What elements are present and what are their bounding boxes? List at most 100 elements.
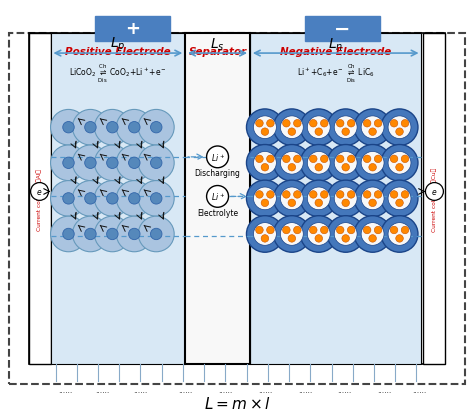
Circle shape <box>401 156 409 163</box>
Circle shape <box>85 193 96 204</box>
Circle shape <box>364 191 371 199</box>
Text: Electrolyte: Electrolyte <box>197 208 238 217</box>
FancyBboxPatch shape <box>305 17 380 42</box>
Text: Negative Electrode: Negative Electrode <box>280 47 392 57</box>
Circle shape <box>281 152 303 175</box>
Circle shape <box>150 193 162 204</box>
Circle shape <box>255 191 263 199</box>
Circle shape <box>381 110 418 146</box>
Circle shape <box>354 110 391 146</box>
FancyBboxPatch shape <box>9 34 465 384</box>
Text: ......: ...... <box>218 385 232 394</box>
Circle shape <box>288 164 296 171</box>
Circle shape <box>254 116 276 139</box>
FancyBboxPatch shape <box>51 34 185 365</box>
Circle shape <box>107 122 118 133</box>
Circle shape <box>315 164 322 171</box>
Circle shape <box>107 229 118 240</box>
Circle shape <box>401 120 409 128</box>
Text: $e$: $e$ <box>431 188 438 197</box>
Circle shape <box>396 128 403 136</box>
Circle shape <box>266 120 274 128</box>
Text: Discharging: Discharging <box>195 169 240 178</box>
Text: ......: ...... <box>58 385 73 394</box>
Circle shape <box>354 145 391 182</box>
Circle shape <box>307 116 330 139</box>
Circle shape <box>388 188 411 210</box>
Circle shape <box>138 110 174 146</box>
Circle shape <box>327 110 364 146</box>
Circle shape <box>73 217 109 252</box>
Circle shape <box>396 199 403 207</box>
Circle shape <box>293 156 301 163</box>
Circle shape <box>374 120 382 128</box>
Circle shape <box>401 191 409 199</box>
Circle shape <box>361 116 384 139</box>
Circle shape <box>116 110 152 146</box>
Circle shape <box>310 191 317 199</box>
Circle shape <box>283 227 290 234</box>
Circle shape <box>301 145 337 182</box>
Circle shape <box>369 235 376 242</box>
Circle shape <box>94 110 130 146</box>
Circle shape <box>116 146 152 181</box>
Circle shape <box>361 223 384 246</box>
Text: +: + <box>125 20 140 38</box>
Circle shape <box>138 181 174 217</box>
Circle shape <box>337 227 344 234</box>
Circle shape <box>390 120 398 128</box>
Circle shape <box>51 146 86 181</box>
Circle shape <box>327 180 364 217</box>
Circle shape <box>301 180 337 217</box>
Circle shape <box>73 110 109 146</box>
Circle shape <box>315 235 322 242</box>
Circle shape <box>63 122 74 133</box>
Circle shape <box>254 223 276 246</box>
Text: $\mathrm{LiCoO_2\ \overset{Ch}{\underset{Dis}{\rightleftharpoons}}\ CoO_2{+}Li^+: $\mathrm{LiCoO_2\ \overset{Ch}{\underset… <box>69 62 167 85</box>
Circle shape <box>347 191 355 199</box>
Circle shape <box>334 188 357 210</box>
Circle shape <box>327 216 364 253</box>
Circle shape <box>51 110 86 146</box>
FancyBboxPatch shape <box>95 17 170 42</box>
Circle shape <box>342 128 349 136</box>
FancyBboxPatch shape <box>28 34 51 365</box>
Circle shape <box>347 156 355 163</box>
Circle shape <box>334 223 357 246</box>
Circle shape <box>315 128 322 136</box>
Circle shape <box>364 227 371 234</box>
Text: ......: ...... <box>95 385 109 394</box>
Circle shape <box>63 158 74 169</box>
Circle shape <box>390 227 398 234</box>
Circle shape <box>128 122 140 133</box>
Circle shape <box>246 110 283 146</box>
Text: −: − <box>334 20 350 39</box>
Circle shape <box>293 191 301 199</box>
Circle shape <box>388 116 411 139</box>
FancyBboxPatch shape <box>423 34 446 365</box>
Text: $Li^+$: $Li^+$ <box>210 191 225 203</box>
FancyBboxPatch shape <box>28 34 446 365</box>
Circle shape <box>396 235 403 242</box>
Text: $L = m\times l$: $L = m\times l$ <box>203 395 271 411</box>
Text: $\mathrm{Li^+{+}C_6{+}e^-\ \overset{Ch}{\underset{Dis}{\rightleftharpoons}}\ LiC: $\mathrm{Li^+{+}C_6{+}e^-\ \overset{Ch}{… <box>297 62 374 85</box>
Circle shape <box>63 193 74 204</box>
Circle shape <box>85 229 96 240</box>
Circle shape <box>73 146 109 181</box>
Circle shape <box>310 156 317 163</box>
Circle shape <box>369 164 376 171</box>
Text: ......: ...... <box>377 385 392 394</box>
Circle shape <box>354 216 391 253</box>
Circle shape <box>281 188 303 210</box>
Circle shape <box>288 235 296 242</box>
Circle shape <box>342 235 349 242</box>
Circle shape <box>254 152 276 175</box>
Circle shape <box>281 116 303 139</box>
Circle shape <box>94 217 130 252</box>
Circle shape <box>283 120 290 128</box>
Circle shape <box>261 128 269 136</box>
Circle shape <box>85 158 96 169</box>
Circle shape <box>347 227 355 234</box>
Circle shape <box>261 199 269 207</box>
Circle shape <box>266 227 274 234</box>
